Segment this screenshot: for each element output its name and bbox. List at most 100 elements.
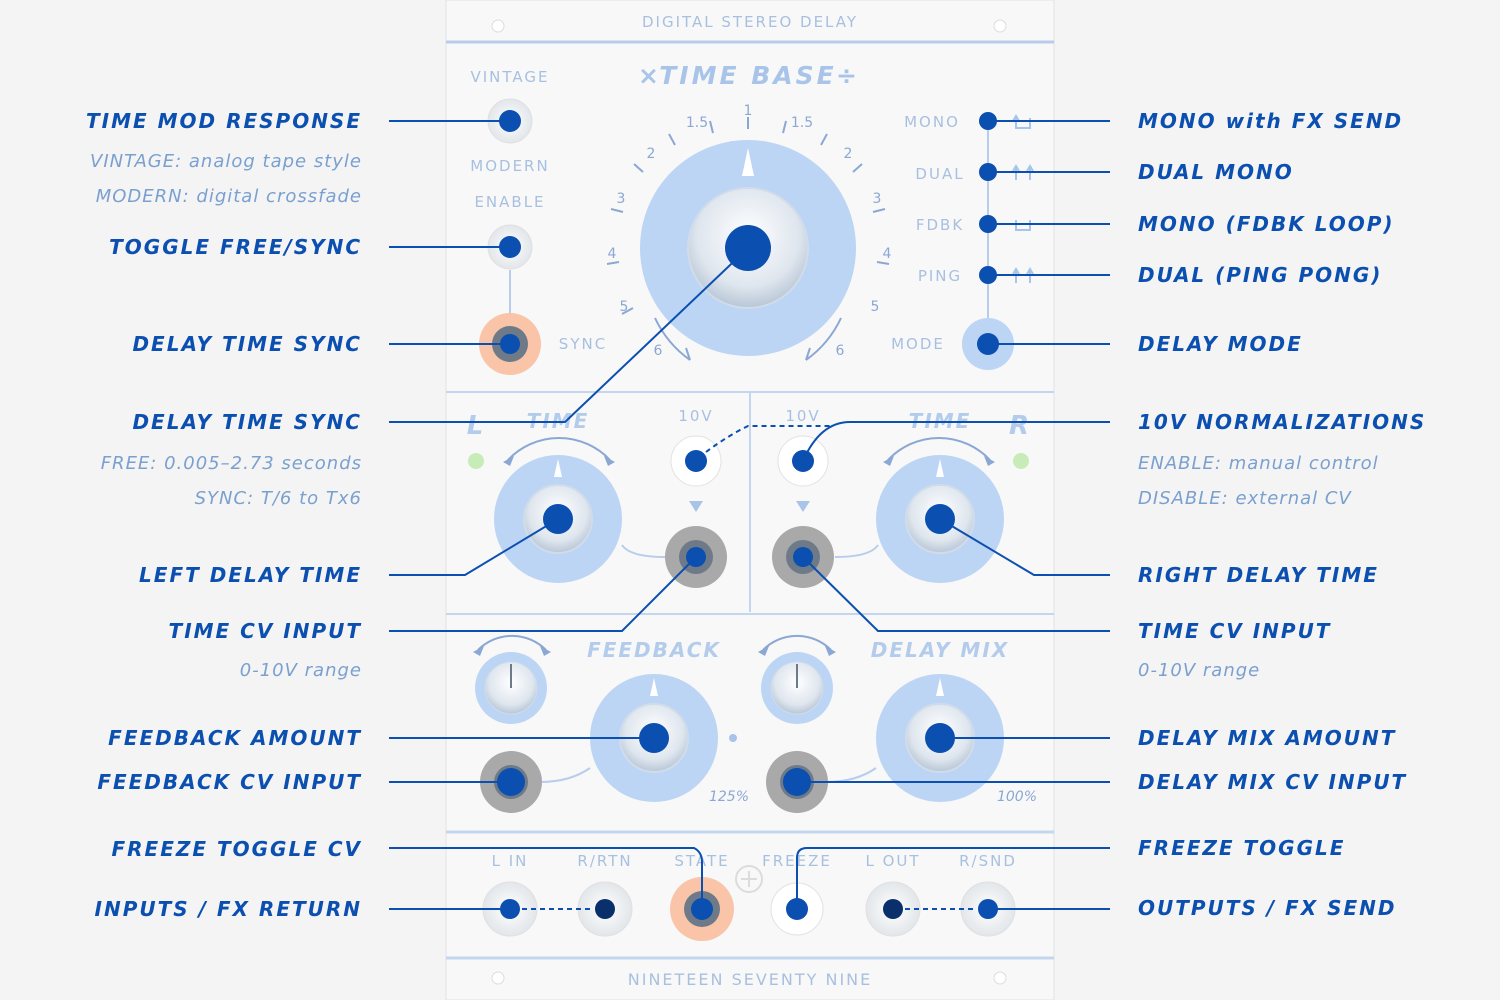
callout-time-mod-response: TIME MOD RESPONSE	[86, 109, 362, 133]
right-10v-label: 10V	[785, 407, 820, 425]
scale-mark-1-5-right: 1.5	[791, 115, 813, 131]
feedback-attenuator-arrowhead-l	[473, 646, 484, 656]
vintage-label: VINTAGE	[470, 68, 549, 86]
left-led	[468, 453, 484, 469]
mode-ping-label: PING	[918, 267, 962, 285]
scale-mark-5-right: 5	[871, 299, 880, 315]
callout-delay-time-sync-knob: DELAY TIME SYNC	[132, 410, 362, 434]
left-rotate-arrow	[507, 437, 611, 461]
sync-label: SYNC	[559, 335, 607, 353]
scale-mark-4-left: 4	[608, 246, 617, 262]
scale-mark-2-left: 2	[647, 146, 656, 162]
callout-delay-mode: DELAY MODE	[1138, 332, 1303, 356]
mode-label: MODE	[891, 335, 945, 353]
callout-freeze-toggle: FREEZE TOGGLE	[1138, 836, 1345, 860]
module-footer: NINETEEN SEVENTY NINE	[628, 970, 873, 989]
scale-mark-6-right: 6	[836, 343, 845, 359]
mix-attenuator-arrow	[762, 634, 832, 651]
feedback-attenuator-arrowhead-r	[540, 646, 551, 656]
right-cv-arrow	[796, 501, 810, 512]
scale-mark-1-5-left: 1.5	[686, 115, 708, 131]
scale-mark-4-right: 4	[883, 246, 892, 262]
callout-mono-fdbk-loop: MONO (FDBK LOOP)	[1138, 212, 1395, 236]
feedback-label: FEEDBACK	[587, 638, 721, 662]
left-cv-trace	[621, 544, 666, 558]
mix-attenuator-arrowhead-r	[825, 646, 836, 656]
note-cv-range-right: 0-10V range	[1138, 660, 1260, 681]
scale-mark-3-right: 3	[873, 191, 882, 207]
right-rotate-arrow	[887, 437, 991, 461]
callout-feedback-cv-input: FEEDBACK CV INPUT	[97, 770, 362, 794]
note-vintage: VINTAGE: analog tape style	[90, 151, 362, 172]
scale-mark-6-left: 6	[654, 343, 663, 359]
callout-left-delay-time: LEFT DELAY TIME	[139, 563, 362, 587]
jack-label-l-in: L IN	[492, 852, 529, 870]
right-leader-lines	[796, 120, 1110, 910]
callout-10v-normalizations: 10V NORMALIZATIONS	[1138, 410, 1426, 434]
time-base-title: TIME BASE	[659, 61, 837, 90]
normalization-link-dashed	[705, 425, 830, 453]
jack-label-r-snd: R/SND	[959, 852, 1017, 870]
callout-mono-fx-send: MONO with FX SEND	[1138, 109, 1403, 133]
feedback-indicator-dot	[729, 734, 737, 742]
callout-freeze-toggle-cv: FREEZE TOGGLE CV	[111, 837, 362, 861]
mix-max-label: 100%	[997, 789, 1037, 805]
left-rotate-arrowhead-r	[604, 456, 615, 466]
feedback-max-label: 125%	[709, 789, 749, 805]
scale-mark-3-left: 3	[617, 191, 626, 207]
mode-fdbk-label: FDBK	[916, 216, 964, 234]
note-cv-range-left: 0-10V range	[240, 660, 362, 681]
note-sync-range: SYNC: T/6 to Tx6	[195, 488, 362, 509]
r-rtn-jack[interactable]	[577, 881, 633, 937]
left-cv-arrow	[689, 501, 703, 512]
scale-mark-1: 1	[744, 103, 753, 119]
note-enable-manual: ENABLE: manual control	[1138, 453, 1379, 474]
scale-mark-2-right: 2	[844, 146, 853, 162]
delay-mix-attenuator-knob[interactable]	[761, 652, 833, 724]
left-10v-label: 10V	[678, 407, 713, 425]
note-disable-external: DISABLE: external CV	[1138, 488, 1352, 509]
callout-time-cv-input-left: TIME CV INPUT	[169, 619, 362, 643]
modern-label: MODERN	[470, 157, 549, 175]
callout-feedback-amount: FEEDBACK AMOUNT	[108, 726, 362, 750]
right-rotate-arrowhead-r	[984, 456, 995, 466]
multiply-symbol: ×	[638, 61, 662, 90]
feedback-cv-trace	[539, 767, 591, 783]
note-free-range: FREE: 0.005–2.73 seconds	[101, 453, 362, 474]
time-base-scale-ticks	[606, 117, 890, 315]
feedback-attenuator-arrow	[477, 634, 547, 651]
delay-mix-label: DELAY MIX	[871, 638, 1009, 662]
mode-dual-label: DUAL	[915, 165, 964, 183]
callout-delay-mix-cv-input: DELAY MIX CV INPUT	[1138, 770, 1407, 794]
scale-end-right	[805, 347, 811, 361]
freeze-plus-icon	[735, 865, 763, 893]
mode-mono-label: MONO	[904, 113, 960, 131]
callout-outputs-fx-send: OUTPUTS / FX SEND	[1138, 896, 1397, 920]
divide-symbol: ÷	[836, 61, 860, 90]
l-out-jack[interactable]	[865, 881, 921, 937]
time-base-scale-arc-left	[654, 317, 691, 361]
right-led	[1013, 453, 1029, 469]
left-leader-lines	[389, 120, 749, 910]
note-modern: MODERN: digital crossfade	[96, 186, 362, 207]
time-base-scale-arc-right	[805, 317, 842, 361]
callout-inputs-fx-return: INPUTS / FX RETURN	[95, 897, 362, 921]
callout-delay-mix-amount: DELAY MIX AMOUNT	[1138, 726, 1396, 750]
mix-attenuator-arrowhead-l	[758, 646, 769, 656]
enable-label: ENABLE	[474, 193, 545, 211]
callout-time-cv-input-right: TIME CV INPUT	[1138, 619, 1331, 643]
callout-delay-time-sync-jack: DELAY TIME SYNC	[132, 332, 362, 356]
right-channel-letter: R	[1009, 411, 1031, 441]
callout-dual-mono: DUAL MONO	[1138, 160, 1294, 184]
jack-label-l-out: L OUT	[865, 852, 920, 870]
jack-label-r-rtn: R/RTN	[577, 852, 632, 870]
left-rotate-arrowhead-l	[503, 456, 514, 466]
callout-right-delay-time: RIGHT DELAY TIME	[1138, 563, 1379, 587]
left-channel-letter: L	[467, 411, 486, 441]
left-10v-switch[interactable]	[670, 435, 722, 487]
callout-dual-ping-pong: DUAL (PING PONG)	[1138, 263, 1382, 287]
module-header: DIGITAL STEREO DELAY	[642, 13, 858, 31]
feedback-attenuator-knob[interactable]	[475, 652, 547, 724]
